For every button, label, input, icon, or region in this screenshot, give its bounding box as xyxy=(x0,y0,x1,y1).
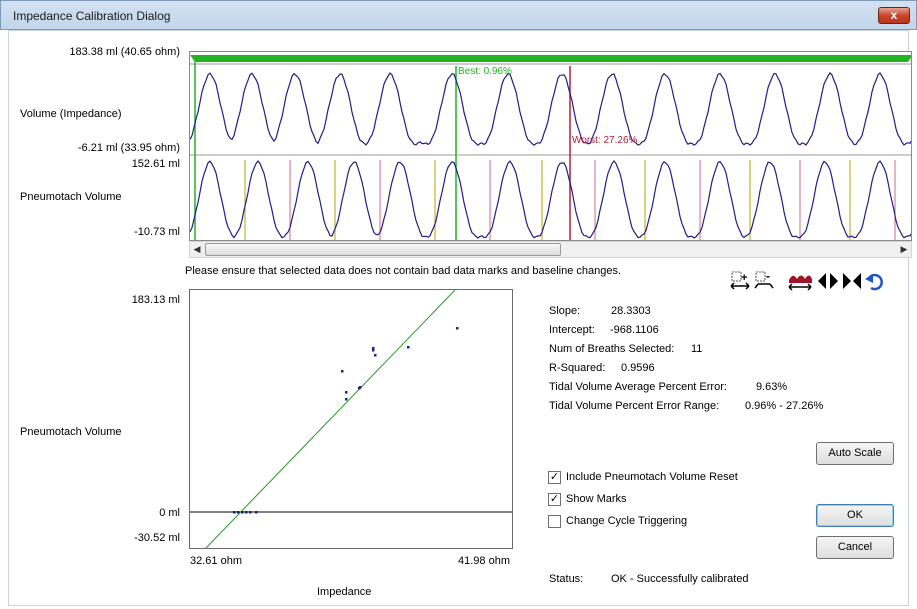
regression-chart xyxy=(190,289,512,549)
error-range-label: Tidal Volume Percent Error Range: xyxy=(549,400,720,412)
scrollbar-thumb[interactable] xyxy=(205,243,561,256)
scatter-point xyxy=(358,387,361,390)
scatter-x-axis-title: Impedance xyxy=(317,586,372,598)
scatter-y-zero-label: 0 ml xyxy=(159,507,180,519)
scatter-point xyxy=(345,398,348,401)
window-title: Impedance Calibration Dialog xyxy=(13,9,171,23)
fit-red-icon xyxy=(788,275,812,291)
slope-label: Slope: xyxy=(549,305,581,317)
scroll-right-icon[interactable]: ▶ xyxy=(900,244,908,254)
top-min-label: -6.21 ml (33.95 ohm) xyxy=(77,142,180,154)
scroll-left-icon[interactable]: ◀ xyxy=(193,244,201,254)
avg-error-label: Tidal Volume Average Percent Error: xyxy=(549,381,727,393)
undo-icon xyxy=(865,273,883,291)
scatter-point xyxy=(241,511,244,514)
scatter-point xyxy=(233,511,236,514)
waveform-chart: Best: 0.96% Worst: 27.26% xyxy=(190,55,912,240)
close-button[interactable]: x xyxy=(878,7,910,24)
r-squared-label: R-Squared: xyxy=(549,362,606,374)
scatter-point xyxy=(374,354,377,357)
ok-button[interactable]: OK xyxy=(816,504,894,527)
fit-data-button[interactable] xyxy=(786,269,812,291)
bottom-series-label: Pneumotach Volume xyxy=(20,191,122,203)
best-label: Best: 0.96% xyxy=(458,66,512,77)
change-cycle-checkbox[interactable] xyxy=(548,515,561,528)
scatter-point xyxy=(249,511,252,514)
bottom-min-label: -10.73 ml xyxy=(134,226,180,238)
scatter-point xyxy=(255,511,258,514)
intercept-label: Intercept: xyxy=(549,324,595,336)
include-reset-checkbox[interactable]: ✓ xyxy=(548,471,561,484)
horizontal-scrollbar[interactable]: ◀ ▶ xyxy=(189,241,912,258)
top-series-label: Volume (Impedance) xyxy=(20,108,122,120)
scatter-point xyxy=(456,327,459,330)
title-bar: Impedance Calibration Dialog x xyxy=(0,0,917,30)
breaths-value: 11 xyxy=(691,343,703,355)
regression-plot xyxy=(189,289,513,549)
scatter-point xyxy=(407,346,410,349)
scatter-point xyxy=(245,511,248,514)
undo-button[interactable] xyxy=(862,269,884,291)
collapse-button[interactable] xyxy=(840,269,862,291)
auto-scale-button[interactable]: Auto Scale xyxy=(816,442,894,465)
waveform-panel[interactable]: Best: 0.96% Worst: 27.26% xyxy=(189,51,912,241)
scatter-point xyxy=(372,349,375,352)
selection-start-handle[interactable] xyxy=(190,55,200,62)
slope-value: 28.3303 xyxy=(611,305,651,317)
scatter-y-min-label: -30.52 ml xyxy=(134,532,180,544)
scatter-x-max-label: 41.98 ohm xyxy=(458,555,510,567)
change-cycle-label: Change Cycle Triggering xyxy=(566,515,688,527)
collapse-icon xyxy=(843,273,861,289)
r-squared-value: 0.9596 xyxy=(621,362,655,374)
worst-label: Worst: 27.26% xyxy=(572,135,638,146)
notice-text: Please ensure that selected data does no… xyxy=(185,265,622,277)
scatter-y-max-label: 183.13 ml xyxy=(131,294,180,306)
status-value: OK - Successfully calibrated xyxy=(611,573,749,585)
scatter-point xyxy=(341,370,344,373)
svg-text:-: - xyxy=(766,270,770,283)
expand-icon xyxy=(818,273,838,289)
impedance-volume-trace xyxy=(190,71,911,146)
status-label: Status: xyxy=(549,573,584,585)
regression-line xyxy=(205,289,456,549)
scatter-y-axis-title: Pneumotach Volume xyxy=(20,426,122,438)
cancel-button[interactable]: Cancel xyxy=(816,536,894,559)
scatter-point xyxy=(345,391,348,394)
pneumotach-volume-trace xyxy=(190,160,911,239)
show-marks-label: Show Marks xyxy=(566,493,627,505)
zoom-in-horizontal-button[interactable]: + xyxy=(728,269,750,291)
scatter-x-min-label: 32.61 ohm xyxy=(190,555,242,567)
breaths-label: Num of Breaths Selected: xyxy=(549,343,675,355)
include-reset-label: Include Pneumotach Volume Reset xyxy=(566,471,738,483)
intercept-value: -968.1106 xyxy=(610,324,659,336)
scatter-point xyxy=(237,511,240,514)
svg-text:+: + xyxy=(741,272,747,284)
avg-error-value: 9.63% xyxy=(756,381,788,393)
bottom-max-label: 152.61 ml xyxy=(131,158,180,170)
zoom-out-horizontal-button[interactable]: - xyxy=(752,269,774,291)
zoom-in-horizontal-icon: + xyxy=(730,271,750,290)
selection-bar[interactable] xyxy=(195,55,908,62)
zoom-out-horizontal-icon: - xyxy=(754,269,774,289)
show-marks-checkbox[interactable]: ✓ xyxy=(548,493,561,506)
top-max-label: 183.38 ml (40.65 ohm) xyxy=(69,46,180,58)
selection-end-handle[interactable] xyxy=(903,55,912,62)
error-range-value: 0.96% - 27.26% xyxy=(745,400,824,412)
scatter-point xyxy=(372,347,375,350)
close-icon: x xyxy=(890,8,898,22)
expand-button[interactable] xyxy=(816,269,838,291)
